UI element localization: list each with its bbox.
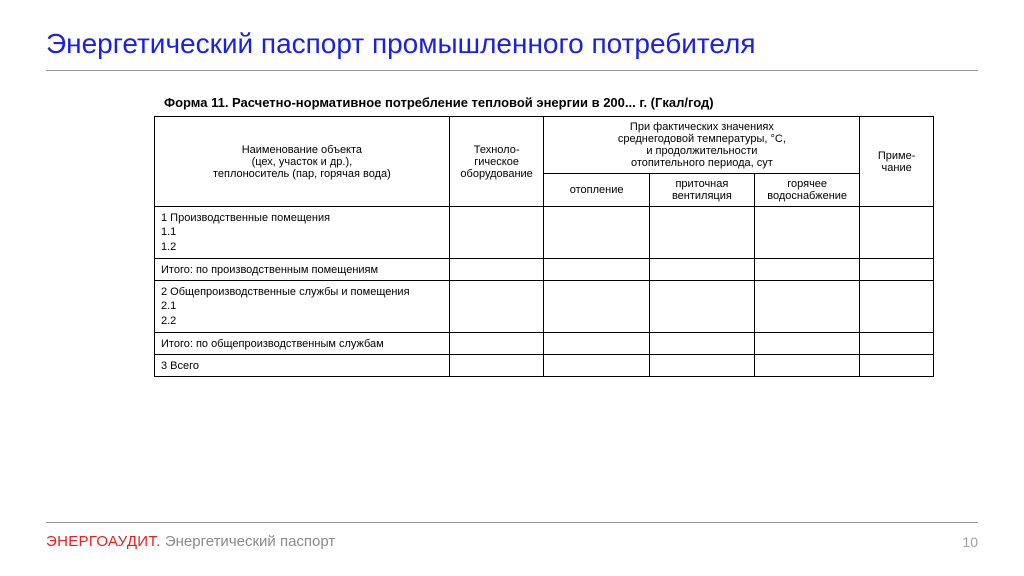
row-l3: 1.2	[161, 240, 443, 254]
table-row: 2 Общепроизводственные службы и помещени…	[155, 281, 934, 333]
cell-vent	[649, 259, 754, 281]
cell-note	[860, 355, 934, 377]
th-tech-l2: гическое	[456, 156, 538, 168]
row-l2: 1.1	[161, 225, 443, 239]
cell-name: 2 Общепроизводственные службы и помещени…	[155, 281, 450, 333]
th-vent-l1: приточная	[656, 178, 748, 190]
footer-brand: ЭНЕРГОАУДИТ.	[46, 533, 161, 550]
cell-heating	[544, 333, 649, 355]
cell-heating	[544, 207, 649, 259]
th-name: Наименование объекта (цех, участок и др.…	[155, 117, 450, 207]
cell-name: Итого: по общепроизводственным службам	[155, 333, 450, 355]
th-group-l1: При фактических значениях	[550, 121, 853, 133]
th-tech-l3: оборудование	[456, 168, 538, 180]
page-number: 10	[962, 534, 978, 550]
cell-hw	[755, 355, 860, 377]
row-l2: 2.1	[161, 299, 443, 313]
th-note-l2: чание	[866, 162, 927, 174]
th-group-l2: среднегодовой температуры, °С,	[550, 133, 853, 145]
th-name-l1: Наименование объекта	[161, 144, 443, 156]
th-tech-l1: Техноло-	[456, 144, 538, 156]
table-row: Итого: по общепроизводственным службам	[155, 333, 934, 355]
footer-left: ЭНЕРГОАУДИТ. Энергетический паспорт	[46, 533, 335, 550]
th-hw: горячее водоснабжение	[755, 174, 860, 207]
cell-note	[860, 259, 934, 281]
cell-heating	[544, 281, 649, 333]
th-note-l1: Приме-	[866, 150, 927, 162]
cell-name: Итого: по производственным помещениям	[155, 259, 450, 281]
th-vent-l2: вентиляция	[656, 190, 748, 202]
page-title: Энергетический паспорт промышленного пот…	[46, 28, 978, 71]
table-wrap: Наименование объекта (цех, участок и др.…	[154, 116, 934, 377]
cell-heating	[544, 355, 649, 377]
row-l1: 2 Общепроизводственные службы и помещени…	[161, 285, 443, 299]
cell-tech	[449, 333, 544, 355]
th-group: При фактических значениях среднегодовой …	[544, 117, 860, 174]
cell-hw	[755, 207, 860, 259]
cell-note	[860, 333, 934, 355]
table-row: 3 Всего	[155, 355, 934, 377]
cell-tech	[449, 207, 544, 259]
cell-vent	[649, 333, 754, 355]
cell-note	[860, 207, 934, 259]
footer: ЭНЕРГОАУДИТ. Энергетический паспорт 10	[46, 522, 978, 550]
slide: Энергетический паспорт промышленного пот…	[0, 0, 1024, 576]
th-vent: приточная вентиляция	[649, 174, 754, 207]
th-hw-l2: водоснабжение	[761, 190, 853, 202]
th-tech: Техноло- гическое оборудование	[449, 117, 544, 207]
th-heating: отопление	[544, 174, 649, 207]
th-group-l3: и продолжительности	[550, 145, 853, 157]
form-table: Наименование объекта (цех, участок и др.…	[154, 116, 934, 377]
cell-hw	[755, 259, 860, 281]
row-l1: 1 Производственные помещения	[161, 211, 443, 225]
th-group-l4: отопительного периода, сут	[550, 157, 853, 169]
cell-tech	[449, 281, 544, 333]
footer-subtitle: Энергетический паспорт	[165, 533, 335, 550]
table-row: Итого: по производственным помещениям	[155, 259, 934, 281]
cell-hw	[755, 333, 860, 355]
th-name-l3: теплоноситель (пар, горячая вода)	[161, 168, 443, 180]
cell-tech	[449, 355, 544, 377]
row-l3: 2.2	[161, 314, 443, 328]
cell-hw	[755, 281, 860, 333]
cell-tech	[449, 259, 544, 281]
th-name-l2: (цех, участок и др.),	[161, 156, 443, 168]
th-hw-l1: горячее	[761, 178, 853, 190]
cell-heating	[544, 259, 649, 281]
cell-name: 1 Производственные помещения 1.1 1.2	[155, 207, 450, 259]
th-note: Приме- чание	[860, 117, 934, 207]
cell-vent	[649, 207, 754, 259]
table-row: 1 Производственные помещения 1.1 1.2	[155, 207, 934, 259]
cell-vent	[649, 281, 754, 333]
cell-vent	[649, 355, 754, 377]
cell-note	[860, 281, 934, 333]
cell-name: 3 Всего	[155, 355, 450, 377]
form-caption: Форма 11. Расчетно-нормативное потреблен…	[164, 95, 978, 110]
